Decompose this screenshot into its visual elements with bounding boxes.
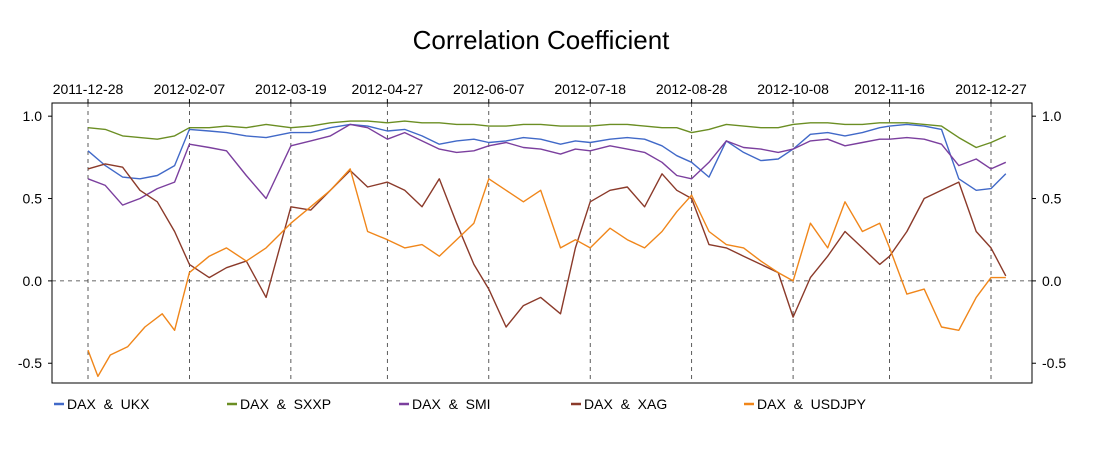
x-tick-label: 2011-12-28	[53, 81, 124, 97]
x-tick-label: 2012-11-16	[854, 81, 925, 97]
series-line-dax-usdjpy	[87, 168, 1006, 378]
legend: DAX & UKX DAX & SXXP DAX & SMI DAX & XAG DAX…	[54, 396, 867, 412]
x-tick-label: 2012-03-19	[255, 81, 327, 97]
legend-label: DAX & USDJPY	[757, 396, 867, 412]
legend-label: DAX & SMI	[412, 396, 491, 412]
legend-label: DAX & SXXP	[240, 396, 331, 412]
legend-label: DAX & XAG	[584, 396, 667, 412]
legend-label: DAX & UKX	[67, 396, 150, 412]
x-tick-label: 2012-06-07	[453, 81, 525, 97]
x-tick-label: 2012-08-28	[656, 81, 728, 97]
x-tick-label: 2012-07-18	[554, 81, 626, 97]
y-tick-label-left: -0.5	[18, 355, 42, 371]
y-tick-label-right: -0.5	[1042, 355, 1066, 371]
plot-frame	[51, 102, 1033, 384]
x-tick-label: 2012-12-27	[955, 81, 1027, 97]
series-line-dax-xag	[87, 163, 1007, 328]
y-tick-label-right: 1.0	[1042, 108, 1062, 124]
series-line-dax-ukx	[87, 123, 1007, 191]
y-tick-label-right: 0.0	[1042, 273, 1062, 289]
y-tick-label-left: 1.0	[23, 108, 43, 124]
series-line-dax-smi	[87, 123, 1007, 206]
y-tick-label-left: 0.0	[23, 273, 43, 289]
x-tick-label: 2012-04-27	[352, 81, 424, 97]
axis-layer: 2011-12-28 2012-02-07 2012-03-19 2012-04-27…	[18, 81, 1066, 371]
series-layer	[87, 120, 1007, 378]
x-tick-label: 2012-10-08	[757, 81, 829, 97]
y-tick-label-right: 0.5	[1042, 191, 1062, 207]
chart-title: Correlation Coefficient	[413, 25, 671, 55]
y-tick-label-left: 0.5	[23, 191, 43, 207]
grid-layer	[52, 103, 1032, 383]
series-line-dax-sxxp	[87, 120, 1007, 149]
x-tick-label: 2012-02-07	[154, 81, 226, 97]
